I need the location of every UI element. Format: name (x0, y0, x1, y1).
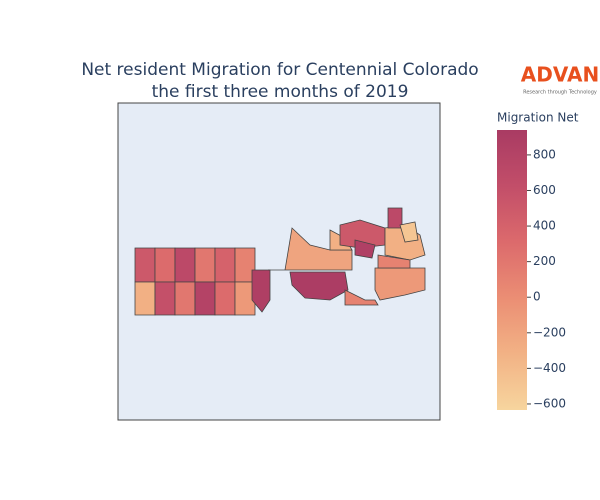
chart-subtitle: the first three months of 2019 (152, 82, 409, 102)
region (214, 247, 236, 283)
region (374, 267, 426, 301)
region (234, 281, 256, 316)
colorbar-tick-label: 800 (533, 147, 556, 161)
colorbar-tick-label: −600 (533, 396, 566, 410)
colorbar-tick-label: −400 (533, 361, 566, 375)
region (194, 247, 216, 283)
region (134, 247, 156, 283)
logo-tagline: Research through Technology (523, 90, 597, 96)
region (174, 281, 196, 316)
colorbar (497, 130, 527, 410)
colorbar-tick-label: −200 (533, 325, 566, 339)
region (154, 281, 176, 316)
region (268, 227, 353, 271)
colorbar-tick-label: 0 (533, 290, 541, 304)
region (214, 281, 236, 316)
colorbar-tick-label: 600 (533, 183, 556, 197)
chart-title: Net resident Migration for Centennial Co… (81, 60, 478, 80)
colorbar-tick-label: 400 (533, 219, 556, 233)
region (174, 247, 196, 283)
region (134, 281, 156, 316)
logo: ADVAN (521, 63, 599, 87)
region (377, 254, 411, 269)
region (289, 271, 349, 301)
region (399, 221, 419, 243)
region (344, 289, 379, 306)
colorbar-title: Migration Net (497, 111, 579, 125)
region (194, 281, 216, 316)
region (154, 247, 176, 283)
region (354, 239, 376, 259)
colorbar-tick-label: 200 (533, 254, 556, 268)
region (251, 269, 271, 313)
